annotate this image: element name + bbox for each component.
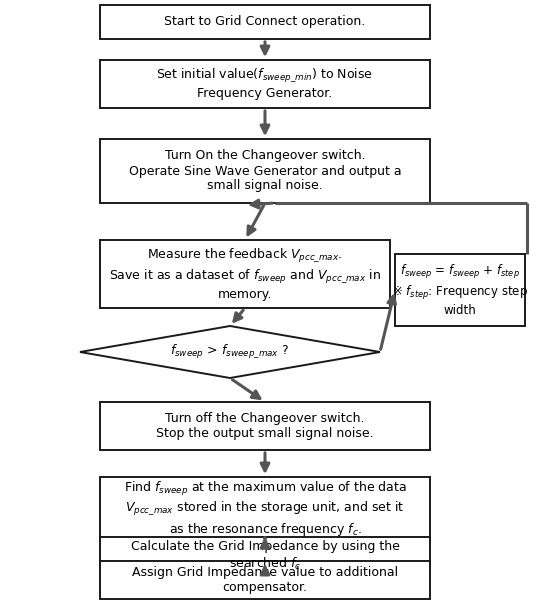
FancyBboxPatch shape bbox=[100, 139, 430, 203]
Text: Start to Grid Connect operation.: Start to Grid Connect operation. bbox=[164, 15, 366, 29]
Text: Find $f_{sweep}$ at the maximum value of the data
$V_{pcc\_max}$ stored in the s: Find $f_{sweep}$ at the maximum value of… bbox=[124, 480, 407, 538]
Text: Measure the feedback $V_{pcc\_max}$.
Save it as a dataset of $f_{sweep}$ and $V_: Measure the feedback $V_{pcc\_max}$. Sav… bbox=[109, 247, 381, 301]
Text: Turn On the Changeover switch.
Operate Sine Wave Generator and output a
small si: Turn On the Changeover switch. Operate S… bbox=[129, 150, 401, 192]
Text: Turn off the Changeover switch.
Stop the output small signal noise.: Turn off the Changeover switch. Stop the… bbox=[156, 412, 374, 440]
FancyBboxPatch shape bbox=[100, 240, 390, 308]
FancyBboxPatch shape bbox=[100, 477, 430, 541]
Text: $f_{sweep}$ = $f_{sweep}$ + $f_{step}$
※ $f_{step}$: Frequency step
width: $f_{sweep}$ = $f_{sweep}$ + $f_{step}$ ※… bbox=[392, 263, 528, 316]
FancyBboxPatch shape bbox=[100, 561, 430, 599]
FancyBboxPatch shape bbox=[100, 537, 430, 575]
Text: $f_{sweep}$ > $f_{sweep\_max}$ ?: $f_{sweep}$ > $f_{sweep\_max}$ ? bbox=[171, 343, 289, 361]
FancyBboxPatch shape bbox=[395, 254, 525, 326]
Polygon shape bbox=[80, 326, 380, 378]
FancyBboxPatch shape bbox=[100, 60, 430, 108]
Text: Set initial value($f_{sweep\_min}$) to Noise
Frequency Generator.: Set initial value($f_{sweep\_min}$) to N… bbox=[157, 67, 374, 100]
Text: Assign Grid Impedance value to additional
compensator.: Assign Grid Impedance value to additiona… bbox=[132, 566, 398, 594]
FancyBboxPatch shape bbox=[100, 5, 430, 39]
FancyBboxPatch shape bbox=[100, 402, 430, 450]
Text: Calculate the Grid Impedance by using the
searched $f_c$: Calculate the Grid Impedance by using th… bbox=[131, 540, 400, 572]
